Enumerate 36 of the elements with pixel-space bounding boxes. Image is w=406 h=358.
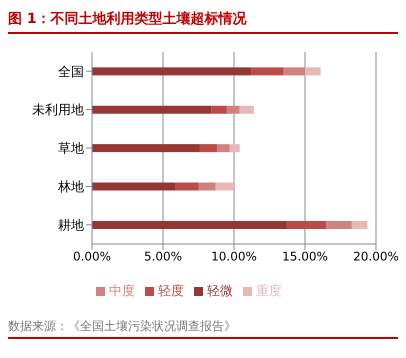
bar — [92, 182, 176, 191]
y-tick-label: 全国 — [58, 64, 84, 80]
legend-label: 轻度 — [158, 284, 184, 299]
bar — [284, 67, 305, 76]
chart-title: 图 1：不同土地利用类型土壤超标情况 — [8, 8, 398, 34]
bar — [251, 67, 284, 76]
bar — [216, 182, 234, 191]
bar — [226, 106, 240, 114]
bar — [92, 144, 200, 152]
legend-label: 重度 — [256, 284, 282, 299]
bar — [200, 144, 217, 152]
bar — [286, 220, 326, 229]
x-tick-label: 20.00% — [353, 250, 399, 264]
bar — [326, 220, 352, 229]
x-tick-label: 0.00% — [72, 250, 112, 264]
bar — [198, 182, 216, 191]
source-note: 数据来源：《全国土壤污染状况调查报告》 — [8, 318, 398, 339]
x-tick-label: 15.00% — [282, 250, 328, 264]
bar — [230, 144, 240, 152]
bar — [92, 67, 252, 76]
y-tick-label: 草地 — [58, 142, 84, 157]
bar — [176, 182, 198, 191]
y-tick-label: 未利用地 — [32, 103, 84, 118]
y-tick-label: 耕地 — [58, 218, 84, 234]
bar — [216, 144, 230, 152]
bar — [92, 220, 287, 229]
x-tick-label: 5.00% — [144, 250, 182, 264]
bar — [240, 106, 254, 114]
y-tick-label: 林地 — [57, 180, 84, 196]
bar — [305, 67, 321, 76]
legend-label: 中度 — [109, 284, 135, 299]
bar — [92, 106, 212, 114]
x-tick-label: 10.00% — [211, 250, 257, 264]
bar — [211, 106, 227, 114]
legend-label: 轻微 — [207, 284, 233, 299]
bar — [352, 220, 368, 229]
